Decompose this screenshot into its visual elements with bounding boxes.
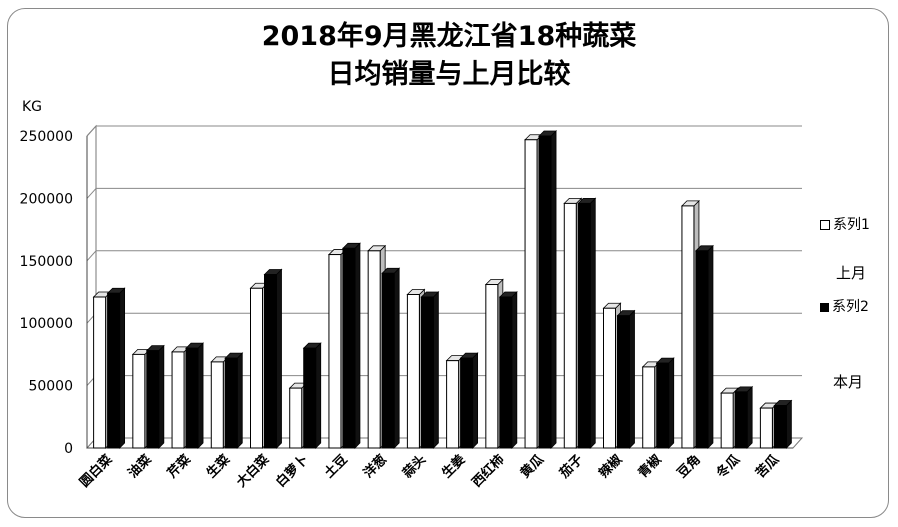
bar-side-2 — [746, 385, 753, 449]
x-tick-label: 生菜 — [203, 452, 233, 482]
bar-series2 — [146, 350, 160, 449]
bar-series2 — [773, 405, 787, 449]
bar-side-2 — [236, 352, 243, 449]
gridline-diag — [86, 188, 97, 199]
x-tick-label: 油菜 — [125, 452, 155, 482]
bar-series1 — [289, 387, 303, 449]
bar-series1 — [171, 351, 185, 449]
bar-series1 — [446, 360, 460, 449]
x-tick-label: 西红柿 — [469, 452, 508, 491]
gridline-diag — [86, 125, 97, 137]
bar-series2 — [264, 274, 277, 449]
legend-label-series2: 系列2 — [832, 299, 869, 315]
bar-side-2 — [550, 130, 557, 449]
bar-series1 — [563, 202, 577, 449]
bar-series2 — [381, 272, 395, 449]
bar-series2 — [185, 347, 199, 449]
bar-side-2 — [589, 197, 596, 449]
bar-series2 — [420, 296, 434, 449]
chart-title-line2: 日均销量与上月比较 — [327, 59, 571, 90]
bar-series2 — [460, 357, 474, 449]
bar-side-2 — [393, 267, 400, 449]
bar-side-2 — [629, 309, 635, 449]
bar-series2 — [538, 135, 552, 449]
y-tick-label: 150000 — [20, 254, 73, 270]
bar-series1 — [759, 407, 773, 449]
bar-series1 — [250, 287, 263, 449]
bar-series2 — [577, 202, 591, 449]
chart-title-line1: 2018年9月黑龙江省18种蔬菜 — [261, 21, 637, 52]
bar-side-2 — [472, 352, 479, 449]
bar-series1 — [524, 139, 538, 449]
bar-side-2 — [197, 342, 204, 449]
bar-series1 — [210, 361, 224, 449]
legend-swatch-series1 — [820, 220, 830, 230]
x-tick-label: 豆角 — [674, 452, 704, 482]
y-tick-label: 200000 — [20, 191, 73, 207]
bar-series1 — [93, 296, 107, 449]
y-tick-label: 250000 — [20, 129, 73, 145]
bar-side-2 — [511, 291, 518, 449]
bar-series2 — [224, 357, 238, 449]
legend-label-series1: 系列1 — [833, 217, 870, 233]
gridline-diag — [86, 250, 97, 262]
x-tick-label: 蒜头 — [400, 452, 430, 482]
bar-side-2 — [707, 244, 714, 449]
bar-series1 — [642, 366, 656, 449]
bar-side-2 — [276, 268, 282, 449]
x-tick-label: 土豆 — [321, 452, 351, 482]
bar-side-2 — [432, 291, 439, 449]
y-tick-label: 50000 — [28, 379, 73, 395]
bar-side-2 — [785, 399, 792, 449]
bar-series1 — [406, 293, 420, 449]
x-tick-label: 芹菜 — [164, 452, 194, 482]
legend-swatch-series2 — [820, 302, 829, 312]
bar-series2 — [695, 250, 709, 449]
bar-side-2 — [158, 344, 165, 449]
bar-side-2 — [668, 357, 675, 449]
legend-annotation-series2: 本月 — [833, 373, 864, 391]
y-tick-label: 0 — [64, 441, 73, 457]
bar-series1 — [132, 353, 146, 449]
bar-series2 — [617, 315, 630, 449]
legend-item-series2: 系列2 — [820, 296, 869, 316]
x-tick-label: 冬瓜 — [713, 452, 743, 482]
bar-series1 — [720, 392, 734, 449]
bar-series2 — [342, 247, 356, 449]
x-tick-label: 辣椒 — [596, 452, 626, 482]
bar-series2 — [656, 362, 670, 449]
x-tick-label: 圆白菜 — [77, 452, 116, 491]
x-tick-label: 黄瓜 — [517, 452, 547, 482]
chart-title: 2018年9月黑龙江省18种蔬菜 日均销量与上月比较 — [0, 18, 898, 94]
bar-series1 — [681, 205, 695, 449]
x-tick-label: 青椒 — [635, 452, 665, 482]
legend-item-series1: 系列1 — [820, 214, 870, 234]
bar-series1 — [367, 250, 381, 449]
x-tick-label: 白萝卜 — [273, 452, 312, 491]
bar-series1 — [328, 254, 342, 449]
bar-series2 — [734, 391, 748, 449]
x-tick-label: 苦瓜 — [753, 452, 783, 482]
bar-series1 — [603, 307, 616, 449]
x-tick-label: 洋葱 — [360, 452, 390, 482]
legend-annotation-series1: 上月 — [836, 264, 867, 282]
x-tick-label: 大白菜 — [233, 452, 272, 491]
bar-side-2 — [119, 287, 126, 449]
bar-series2 — [499, 296, 513, 449]
bar-side-2 — [315, 342, 322, 449]
bar-side-2 — [354, 242, 361, 449]
bar-series2 — [303, 347, 317, 449]
x-tick-label: 生姜 — [439, 452, 469, 482]
x-tick-label: 茄子 — [556, 452, 586, 482]
bar-series1 — [485, 284, 499, 449]
bar-series2 — [107, 292, 121, 449]
y-axis-unit-label: KG — [22, 99, 43, 115]
y-tick-label: 100000 — [20, 316, 73, 332]
